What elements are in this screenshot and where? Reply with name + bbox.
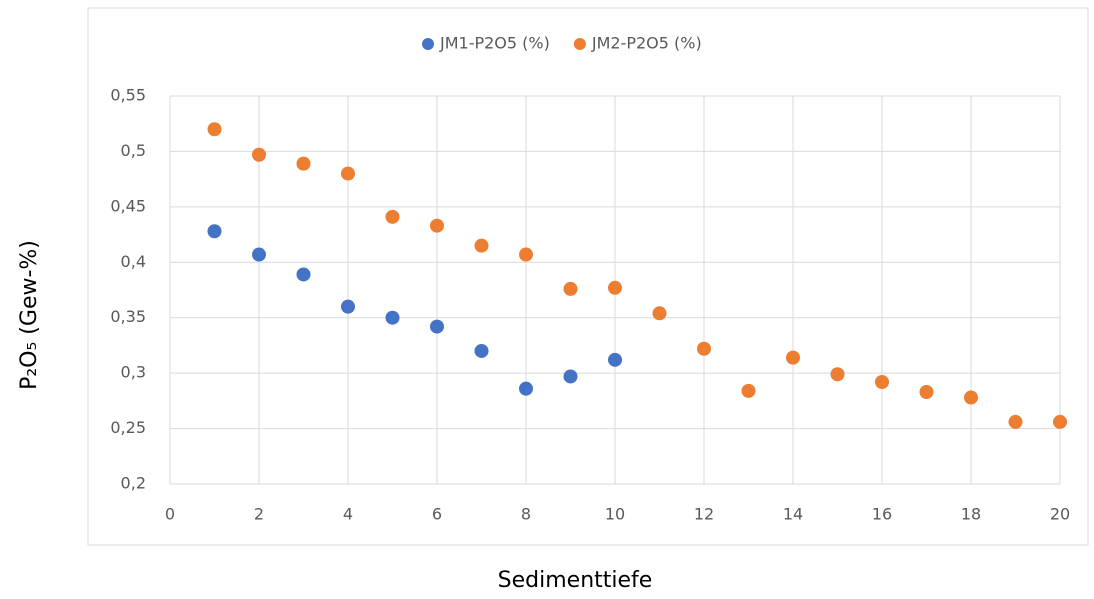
x-tick-label: 2 [254,505,264,524]
point [296,267,311,282]
y-tick-label: 0,25 [110,418,146,437]
point [563,281,578,296]
point [697,341,711,356]
x-tick-label: 14 [783,505,803,524]
point [830,367,845,382]
y-tick-label: 0,35 [110,307,146,326]
y-tick-label: 0,3 [121,363,146,382]
point [296,156,311,171]
point [919,384,934,399]
point [608,352,622,367]
point [786,350,800,365]
point [430,319,444,334]
point [385,209,400,224]
point [474,343,489,358]
y-tick-label: 0,2 [121,474,146,493]
x-tick-label: 20 [1050,505,1070,524]
chart-frame [87,7,1089,546]
point [519,247,533,262]
point [608,280,622,295]
x-tick-label: 16 [872,505,892,524]
x-tick-label: 0 [165,505,175,524]
legend-marker [573,38,586,50]
point [207,224,222,239]
point [741,383,756,398]
x-tick-label: 6 [432,505,442,524]
point [1053,414,1067,429]
legend-label: JM1-P2O5 (%) [439,34,550,53]
y-tick-label: 0,4 [121,252,146,271]
x-tick-label: 10 [605,505,625,524]
point [563,369,578,384]
x-tick-label: 12 [694,505,714,524]
x-tick-label: 18 [961,505,981,524]
point [341,166,355,181]
point [875,375,889,390]
point [207,122,222,137]
y-tick-label: 0,45 [110,196,146,215]
point [341,299,355,314]
y-tick-label: 0,55 [110,86,146,105]
x-tick-label: 8 [521,505,531,524]
y-axis-title: P₂O₅ (Gew-%) [17,240,42,390]
point [474,238,489,253]
point [252,247,266,262]
x-tick-label: 4 [343,505,353,524]
point [385,310,400,325]
legend-label: JM2-P2O5 (%) [591,34,702,53]
point [252,147,266,162]
legend-marker [422,38,434,50]
point [964,390,978,405]
point [652,306,667,321]
point [519,381,533,396]
point [430,218,444,233]
x-axis-title: Sedimenttiefe [498,568,653,593]
point [1008,414,1023,429]
y-tick-label: 0,5 [121,141,146,160]
